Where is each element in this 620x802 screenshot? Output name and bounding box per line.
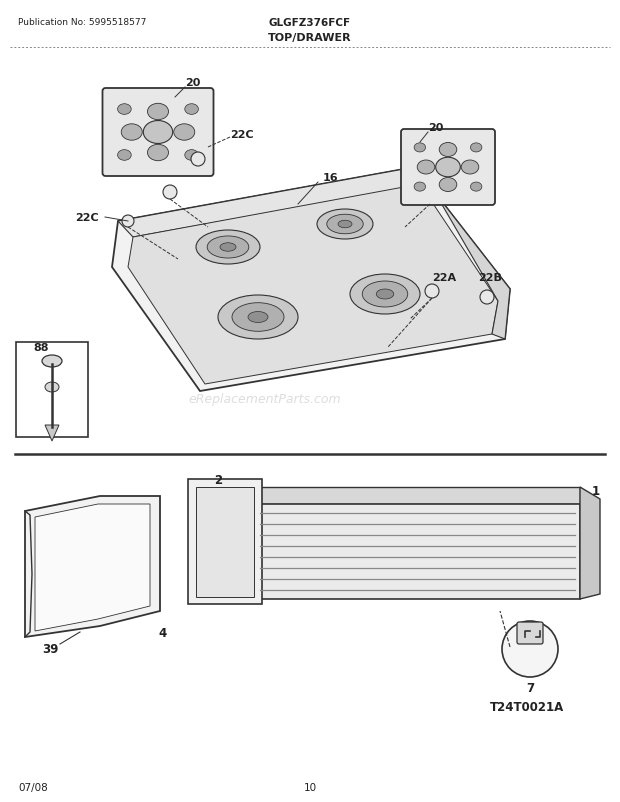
- Ellipse shape: [196, 231, 260, 265]
- Ellipse shape: [417, 160, 435, 175]
- Text: 22A: 22A: [432, 273, 456, 282]
- Ellipse shape: [471, 183, 482, 192]
- Ellipse shape: [148, 104, 169, 120]
- Ellipse shape: [439, 144, 457, 157]
- Polygon shape: [35, 504, 150, 631]
- Text: T24T0021A: T24T0021A: [490, 701, 564, 714]
- Ellipse shape: [174, 124, 195, 141]
- Text: 20: 20: [185, 78, 200, 88]
- Text: 22B: 22B: [478, 273, 502, 282]
- Circle shape: [480, 290, 494, 305]
- Polygon shape: [188, 480, 262, 604]
- Polygon shape: [196, 488, 254, 597]
- FancyBboxPatch shape: [517, 622, 543, 644]
- Bar: [16, 342, 88, 437]
- Ellipse shape: [185, 151, 198, 161]
- Ellipse shape: [338, 221, 352, 229]
- Ellipse shape: [232, 303, 284, 332]
- Text: 2: 2: [214, 473, 222, 486]
- Circle shape: [191, 153, 205, 167]
- Ellipse shape: [327, 215, 363, 234]
- Polygon shape: [580, 488, 600, 599]
- Circle shape: [425, 285, 439, 298]
- Ellipse shape: [414, 183, 425, 192]
- Text: GLGFZ376FCF: GLGFZ376FCF: [269, 18, 351, 28]
- Ellipse shape: [471, 144, 482, 152]
- Ellipse shape: [317, 210, 373, 240]
- FancyBboxPatch shape: [401, 130, 495, 206]
- Text: Publication No: 5995518577: Publication No: 5995518577: [18, 18, 146, 27]
- Text: 88: 88: [33, 342, 48, 353]
- Text: 10: 10: [303, 782, 317, 792]
- Polygon shape: [118, 168, 430, 237]
- Text: 4: 4: [158, 626, 166, 639]
- Text: 07/08: 07/08: [18, 782, 48, 792]
- Ellipse shape: [118, 104, 131, 115]
- Ellipse shape: [42, 355, 62, 367]
- Polygon shape: [128, 184, 498, 384]
- Ellipse shape: [45, 383, 59, 392]
- Circle shape: [122, 216, 134, 228]
- Polygon shape: [255, 504, 580, 599]
- Ellipse shape: [122, 124, 142, 141]
- Text: 1: 1: [592, 484, 600, 497]
- Ellipse shape: [207, 237, 249, 259]
- Ellipse shape: [248, 312, 268, 323]
- Ellipse shape: [414, 144, 425, 152]
- Ellipse shape: [118, 151, 131, 161]
- Text: 20: 20: [428, 123, 443, 133]
- FancyBboxPatch shape: [102, 89, 213, 176]
- Text: 22C: 22C: [75, 213, 99, 223]
- Circle shape: [502, 622, 558, 677]
- Ellipse shape: [220, 244, 236, 252]
- Polygon shape: [45, 426, 59, 441]
- Polygon shape: [255, 488, 580, 504]
- Ellipse shape: [350, 274, 420, 314]
- Ellipse shape: [148, 145, 169, 161]
- Polygon shape: [112, 168, 510, 391]
- Polygon shape: [415, 168, 510, 339]
- Ellipse shape: [461, 160, 479, 175]
- Ellipse shape: [143, 121, 173, 144]
- Text: eReplacementParts.com: eReplacementParts.com: [188, 393, 342, 406]
- Ellipse shape: [362, 282, 408, 308]
- Text: 39: 39: [42, 642, 58, 655]
- Ellipse shape: [376, 290, 394, 300]
- Text: TOP/DRAWER: TOP/DRAWER: [268, 33, 352, 43]
- Text: 7: 7: [526, 681, 534, 695]
- Ellipse shape: [185, 104, 198, 115]
- Text: 16: 16: [322, 172, 338, 183]
- Ellipse shape: [218, 296, 298, 339]
- Circle shape: [163, 186, 177, 200]
- Text: 22C: 22C: [230, 130, 254, 140]
- Ellipse shape: [439, 178, 457, 192]
- Ellipse shape: [436, 158, 460, 177]
- Polygon shape: [25, 496, 160, 638]
